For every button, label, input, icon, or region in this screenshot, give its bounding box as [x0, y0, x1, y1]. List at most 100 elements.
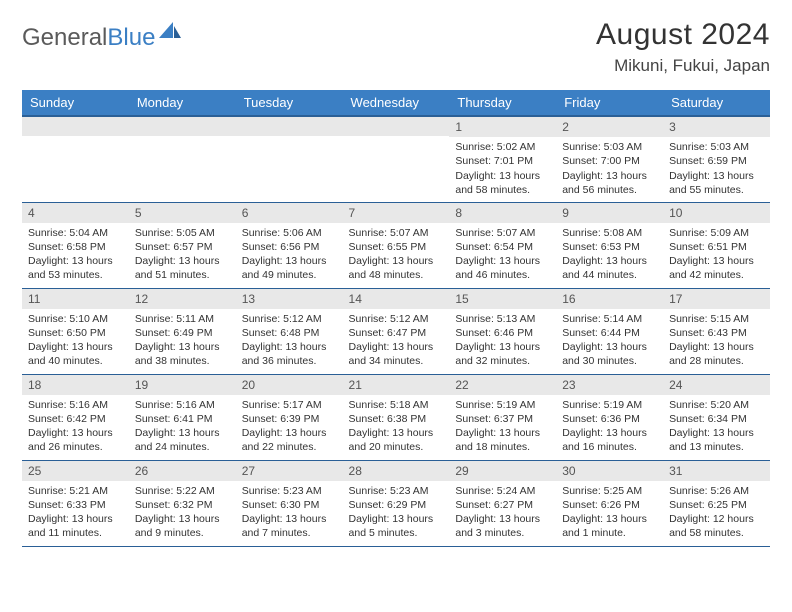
calendar-table: SundayMondayTuesdayWednesdayThursdayFrid…	[22, 90, 770, 547]
calendar-cell: 26Sunrise: 5:22 AMSunset: 6:32 PMDayligh…	[129, 460, 236, 546]
calendar-cell: 21Sunrise: 5:18 AMSunset: 6:38 PMDayligh…	[343, 374, 450, 460]
sunset-line: Sunset: 6:36 PM	[562, 412, 657, 426]
sunrise-line: Sunrise: 5:03 AM	[562, 140, 657, 154]
title-block: August 2024 Mikuni, Fukui, Japan	[596, 18, 770, 76]
day-number: 3	[663, 117, 770, 137]
calendar-cell	[129, 116, 236, 202]
sunrise-line: Sunrise: 5:16 AM	[135, 398, 230, 412]
weekday-header: Thursday	[449, 90, 556, 116]
day-number: 10	[663, 203, 770, 223]
sunset-line: Sunset: 7:00 PM	[562, 154, 657, 168]
daylight-line: Daylight: 13 hours and 38 minutes.	[135, 340, 230, 368]
weekday-header: Tuesday	[236, 90, 343, 116]
calendar-cell: 11Sunrise: 5:10 AMSunset: 6:50 PMDayligh…	[22, 288, 129, 374]
daylight-line: Daylight: 13 hours and 18 minutes.	[455, 426, 550, 454]
daylight-line: Daylight: 13 hours and 28 minutes.	[669, 340, 764, 368]
daylight-line: Daylight: 13 hours and 13 minutes.	[669, 426, 764, 454]
calendar-body: 1Sunrise: 5:02 AMSunset: 7:01 PMDaylight…	[22, 116, 770, 546]
calendar-cell: 14Sunrise: 5:12 AMSunset: 6:47 PMDayligh…	[343, 288, 450, 374]
weekday-header: Saturday	[663, 90, 770, 116]
sunrise-line: Sunrise: 5:06 AM	[242, 226, 337, 240]
daylight-line: Daylight: 12 hours and 58 minutes.	[669, 512, 764, 540]
calendar-row: 25Sunrise: 5:21 AMSunset: 6:33 PMDayligh…	[22, 460, 770, 546]
sunset-line: Sunset: 6:50 PM	[28, 326, 123, 340]
daylight-line: Daylight: 13 hours and 58 minutes.	[455, 169, 550, 197]
day-number: 4	[22, 203, 129, 223]
brand-part2: Blue	[107, 24, 155, 51]
calendar-cell: 13Sunrise: 5:12 AMSunset: 6:48 PMDayligh…	[236, 288, 343, 374]
sunset-line: Sunset: 6:54 PM	[455, 240, 550, 254]
daylight-line: Daylight: 13 hours and 42 minutes.	[669, 254, 764, 282]
calendar-cell: 2Sunrise: 5:03 AMSunset: 7:00 PMDaylight…	[556, 116, 663, 202]
daylight-line: Daylight: 13 hours and 30 minutes.	[562, 340, 657, 368]
day-content: Sunrise: 5:16 AMSunset: 6:42 PMDaylight:…	[22, 395, 129, 459]
daylight-line: Daylight: 13 hours and 9 minutes.	[135, 512, 230, 540]
day-content: Sunrise: 5:20 AMSunset: 6:34 PMDaylight:…	[663, 395, 770, 459]
calendar-row: 11Sunrise: 5:10 AMSunset: 6:50 PMDayligh…	[22, 288, 770, 374]
daylight-line: Daylight: 13 hours and 40 minutes.	[28, 340, 123, 368]
sunrise-line: Sunrise: 5:05 AM	[135, 226, 230, 240]
day-content: Sunrise: 5:09 AMSunset: 6:51 PMDaylight:…	[663, 223, 770, 287]
calendar-page: GeneralBlue August 2024 Mikuni, Fukui, J…	[0, 0, 792, 547]
day-number: 5	[129, 203, 236, 223]
daylight-line: Daylight: 13 hours and 44 minutes.	[562, 254, 657, 282]
calendar-cell: 17Sunrise: 5:15 AMSunset: 6:43 PMDayligh…	[663, 288, 770, 374]
sunset-line: Sunset: 6:53 PM	[562, 240, 657, 254]
sunset-line: Sunset: 6:37 PM	[455, 412, 550, 426]
sunset-line: Sunset: 6:59 PM	[669, 154, 764, 168]
sunrise-line: Sunrise: 5:03 AM	[669, 140, 764, 154]
sunrise-line: Sunrise: 5:15 AM	[669, 312, 764, 326]
sunrise-line: Sunrise: 5:24 AM	[455, 484, 550, 498]
sunrise-line: Sunrise: 5:20 AM	[669, 398, 764, 412]
daylight-line: Daylight: 13 hours and 1 minute.	[562, 512, 657, 540]
day-number: 23	[556, 375, 663, 395]
sunrise-line: Sunrise: 5:19 AM	[455, 398, 550, 412]
daylight-line: Daylight: 13 hours and 53 minutes.	[28, 254, 123, 282]
empty-daynum	[22, 117, 129, 136]
day-content: Sunrise: 5:13 AMSunset: 6:46 PMDaylight:…	[449, 309, 556, 373]
sunrise-line: Sunrise: 5:18 AM	[349, 398, 444, 412]
daylight-line: Daylight: 13 hours and 22 minutes.	[242, 426, 337, 454]
daylight-line: Daylight: 13 hours and 32 minutes.	[455, 340, 550, 368]
sunrise-line: Sunrise: 5:16 AM	[28, 398, 123, 412]
sunrise-line: Sunrise: 5:11 AM	[135, 312, 230, 326]
calendar-cell	[236, 116, 343, 202]
day-content: Sunrise: 5:18 AMSunset: 6:38 PMDaylight:…	[343, 395, 450, 459]
calendar-cell: 25Sunrise: 5:21 AMSunset: 6:33 PMDayligh…	[22, 460, 129, 546]
day-content: Sunrise: 5:22 AMSunset: 6:32 PMDaylight:…	[129, 481, 236, 545]
day-number: 14	[343, 289, 450, 309]
sunset-line: Sunset: 6:26 PM	[562, 498, 657, 512]
day-content: Sunrise: 5:14 AMSunset: 6:44 PMDaylight:…	[556, 309, 663, 373]
sunrise-line: Sunrise: 5:14 AM	[562, 312, 657, 326]
calendar-cell: 9Sunrise: 5:08 AMSunset: 6:53 PMDaylight…	[556, 202, 663, 288]
calendar-cell: 29Sunrise: 5:24 AMSunset: 6:27 PMDayligh…	[449, 460, 556, 546]
daylight-line: Daylight: 13 hours and 49 minutes.	[242, 254, 337, 282]
day-content: Sunrise: 5:12 AMSunset: 6:48 PMDaylight:…	[236, 309, 343, 373]
sail-icon	[159, 22, 181, 45]
day-number: 2	[556, 117, 663, 137]
day-number: 28	[343, 461, 450, 481]
calendar-cell: 5Sunrise: 5:05 AMSunset: 6:57 PMDaylight…	[129, 202, 236, 288]
daylight-line: Daylight: 13 hours and 24 minutes.	[135, 426, 230, 454]
day-number: 15	[449, 289, 556, 309]
sunset-line: Sunset: 6:51 PM	[669, 240, 764, 254]
daylight-line: Daylight: 13 hours and 36 minutes.	[242, 340, 337, 368]
day-content: Sunrise: 5:07 AMSunset: 6:55 PMDaylight:…	[343, 223, 450, 287]
day-content: Sunrise: 5:21 AMSunset: 6:33 PMDaylight:…	[22, 481, 129, 545]
sunset-line: Sunset: 6:42 PM	[28, 412, 123, 426]
location-text: Mikuni, Fukui, Japan	[596, 56, 770, 76]
calendar-cell: 6Sunrise: 5:06 AMSunset: 6:56 PMDaylight…	[236, 202, 343, 288]
day-number: 27	[236, 461, 343, 481]
sunrise-line: Sunrise: 5:22 AM	[135, 484, 230, 498]
day-number: 13	[236, 289, 343, 309]
sunset-line: Sunset: 6:27 PM	[455, 498, 550, 512]
sunrise-line: Sunrise: 5:04 AM	[28, 226, 123, 240]
day-content: Sunrise: 5:24 AMSunset: 6:27 PMDaylight:…	[449, 481, 556, 545]
daylight-line: Daylight: 13 hours and 20 minutes.	[349, 426, 444, 454]
day-number: 30	[556, 461, 663, 481]
sunset-line: Sunset: 6:34 PM	[669, 412, 764, 426]
sunrise-line: Sunrise: 5:09 AM	[669, 226, 764, 240]
sunset-line: Sunset: 7:01 PM	[455, 154, 550, 168]
day-number: 1	[449, 117, 556, 137]
day-number: 24	[663, 375, 770, 395]
